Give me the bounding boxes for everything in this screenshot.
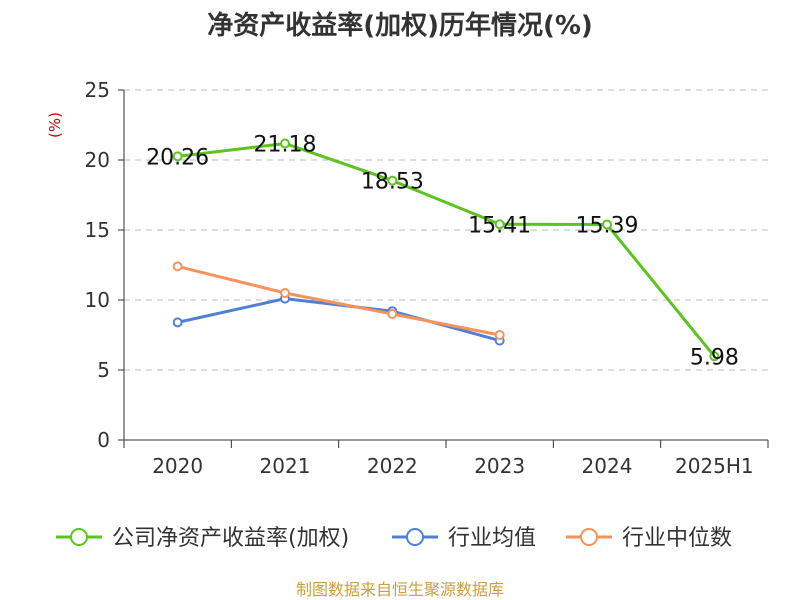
data-point: [172, 151, 183, 162]
x-tick-label: 2024: [582, 454, 633, 478]
legend-item: 行业中位数: [566, 526, 732, 551]
x-tick-label: 2025H1: [675, 454, 754, 478]
data-point: [602, 219, 612, 230]
x-tick-label: 2023: [474, 454, 525, 478]
series-line: [177, 264, 500, 337]
source-note: 制图数据来自恒生聚源数据库: [296, 580, 504, 599]
legend-swatch-marker: [406, 528, 424, 546]
data-point: [494, 219, 505, 230]
data-label: 5.98: [690, 345, 739, 370]
legend: 公司净资产收益率(加权) 行业均值 行业中位数: [56, 526, 732, 551]
y-tick-label: 15: [85, 218, 110, 242]
y-tick-label: 5: [97, 358, 110, 382]
data-point: [172, 261, 183, 272]
y-axis-label: (%): [46, 112, 64, 138]
legend-label: 公司净资产收益率(加权): [112, 526, 349, 551]
x-tick-label: 2022: [367, 454, 418, 478]
axis-layer: 0 5 10 15 20 25 2020 2021 2022 2023 2024 2025H1: [85, 78, 769, 478]
y-tick-label: 20: [85, 148, 110, 172]
series-layer: [172, 138, 720, 362]
legend-item: 行业均值: [392, 526, 536, 551]
data-point: [280, 288, 290, 298]
data-point: [280, 138, 290, 149]
data-label-layer: 20.26 21.18 18.53 15.41 15.39 5.98: [146, 132, 739, 370]
legend-label: 行业均值: [448, 526, 536, 551]
y-tick-label: 10: [85, 288, 110, 312]
data-point: [387, 175, 398, 186]
data-label: 15.41: [468, 213, 531, 238]
y-tick-label: 25: [85, 78, 110, 102]
legend-item: 公司净资产收益率(加权): [56, 526, 349, 551]
data-point: [709, 351, 720, 362]
data-point: [387, 309, 398, 319]
grid-layer: [124, 89, 768, 371]
data-label: 15.39: [576, 214, 639, 239]
data-point: [494, 330, 505, 340]
chart-title: 净资产收益率(加权)历年情况(%): [207, 10, 593, 41]
series-line: [177, 141, 716, 358]
data-label: 20.26: [146, 145, 209, 170]
legend-label: 行业中位数: [622, 526, 732, 551]
legend-swatch-marker: [580, 528, 598, 546]
x-tick-label: 2020: [152, 454, 203, 478]
data-label: 21.18: [254, 132, 317, 157]
y-tick-label: 0: [97, 428, 110, 452]
data-point: [172, 317, 183, 328]
x-tick-label: 2021: [260, 454, 311, 478]
legend-swatch-marker: [70, 528, 88, 546]
data-label: 18.53: [361, 170, 424, 195]
